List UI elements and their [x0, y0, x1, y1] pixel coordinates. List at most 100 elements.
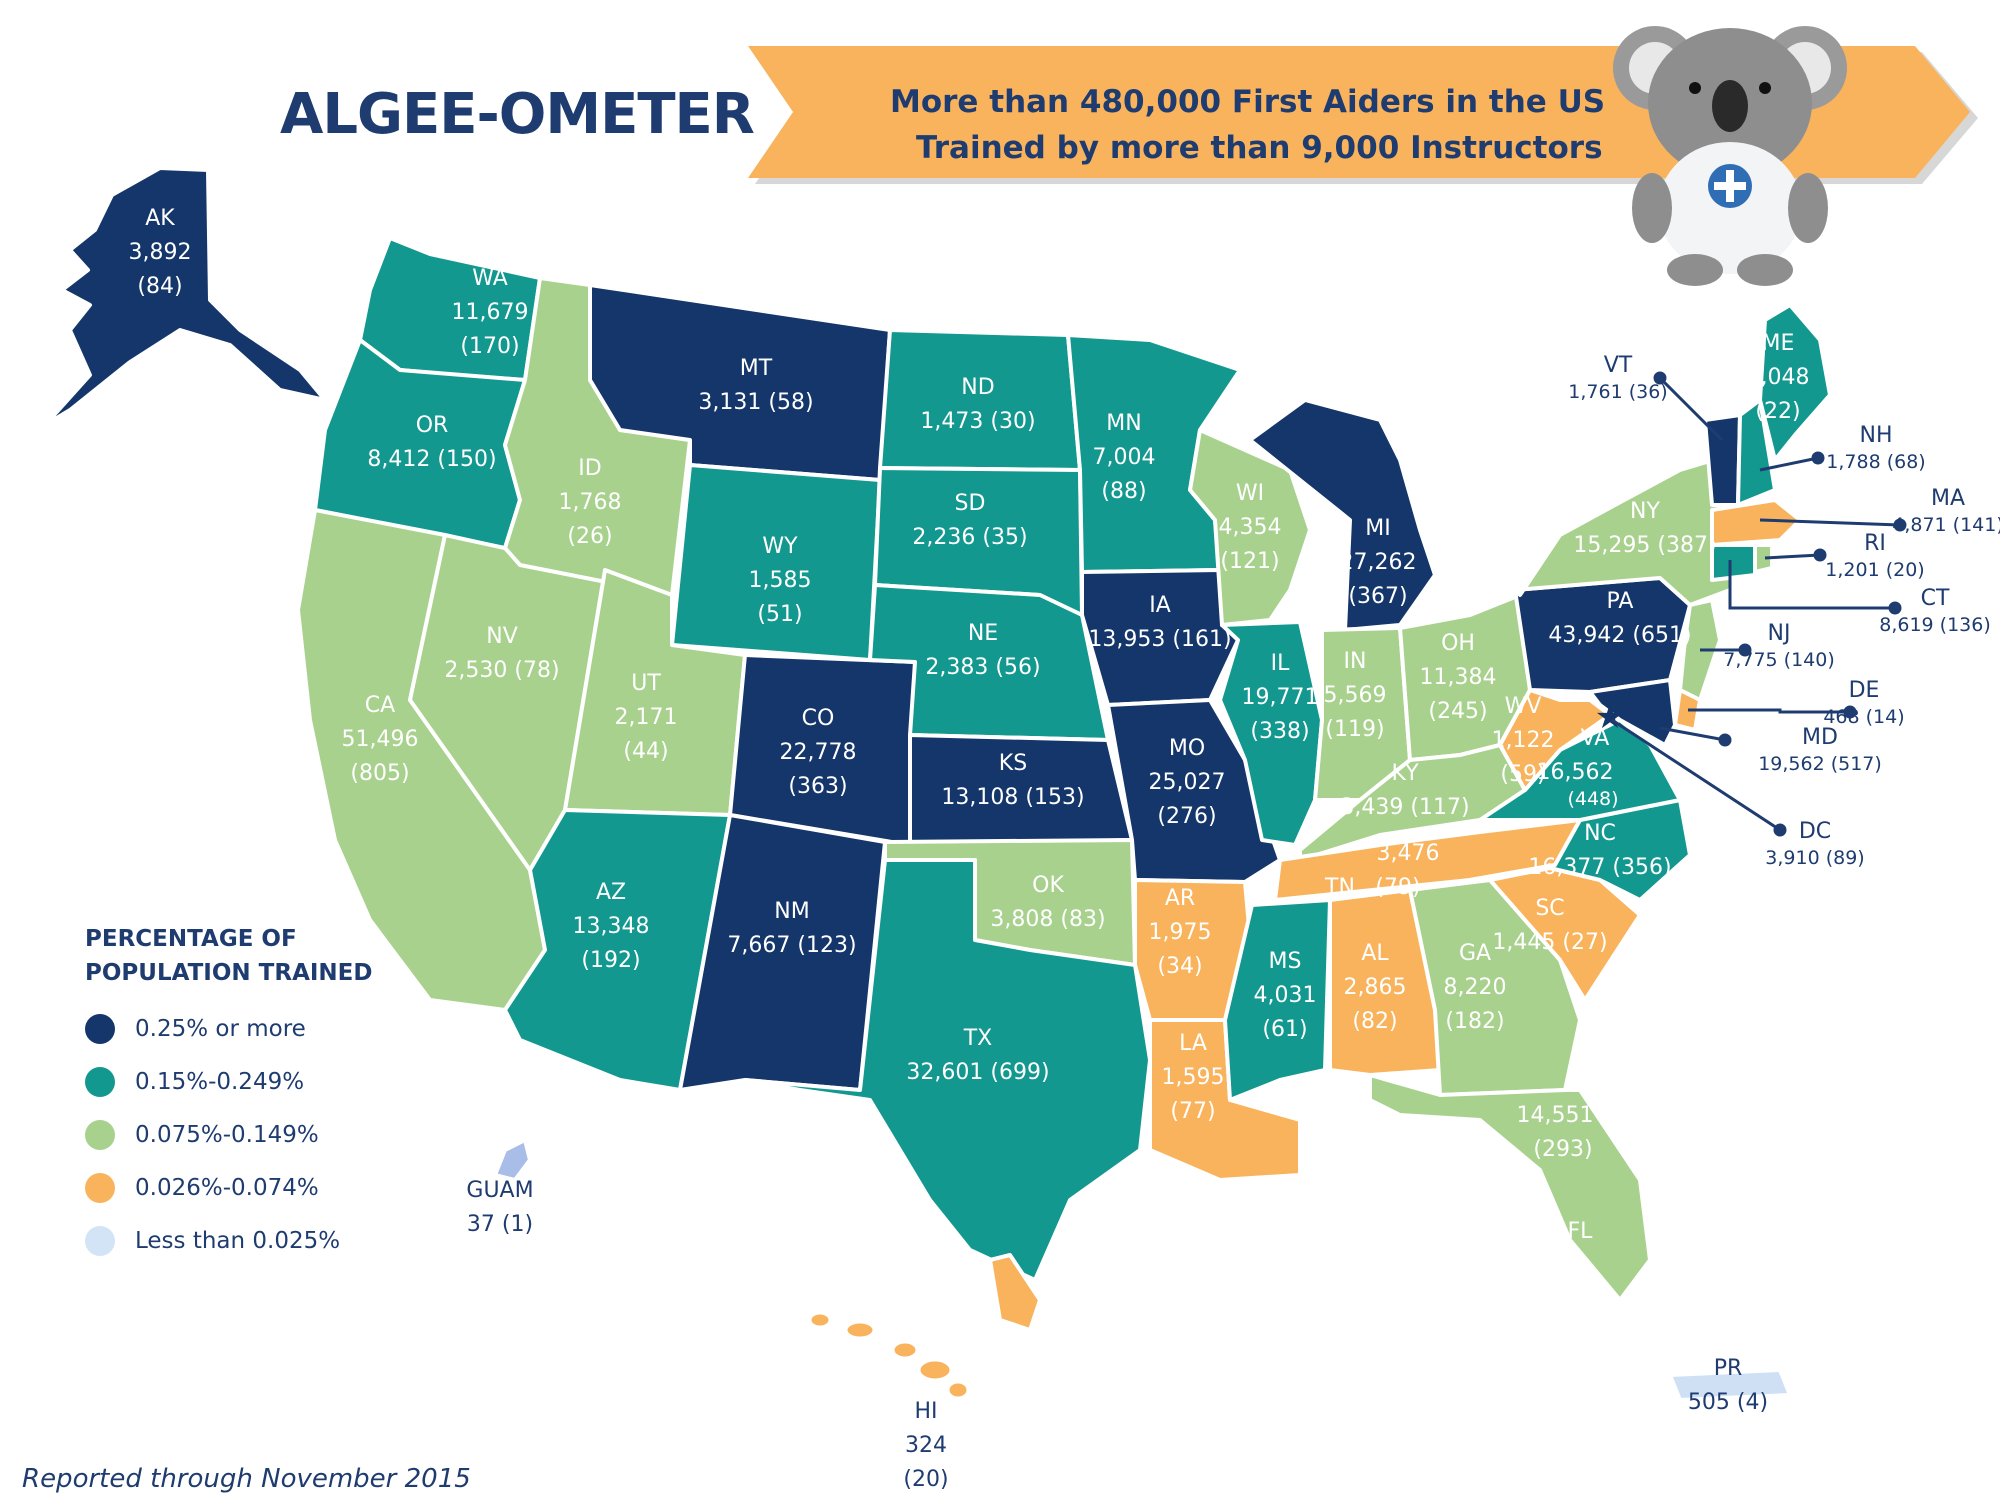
state-label-ma-value: 4,871 (141) [1892, 514, 2000, 536]
state-label-va-value: 16,562 [1537, 760, 1614, 785]
banner-line-1: More than 480,000 First Aiders in the US [890, 84, 1606, 120]
state-ma [1710, 498, 1802, 547]
state-label-nd-value: 1,473 (30) [920, 409, 1035, 434]
state-label-ks-abbr: KS [999, 751, 1027, 776]
state-me [1758, 303, 1832, 462]
state-label-nh-abbr: NH [1860, 423, 1893, 448]
state-label-in-abbr: IN [1344, 649, 1367, 674]
state-label-co-value: 22,778 [780, 740, 857, 765]
legend-item: Less than 0.025% [85, 1214, 385, 1267]
leader-line-ma [1759, 518, 1901, 527]
state-label-ut-value: 2,171 [615, 705, 678, 730]
state-label-guam-abbr: GUAM [466, 1178, 533, 1203]
hi-island [844, 1320, 876, 1340]
state-label-wa-instructors: (170) [460, 334, 519, 359]
state-label-ky-value: 3,439 (117) [1340, 795, 1469, 820]
legend-item: 0.026%-0.074% [85, 1161, 385, 1214]
legend-label: 0.026%-0.074% [135, 1174, 319, 1201]
state-label-or-abbr: OR [416, 413, 449, 438]
state-label-ca-instructors: (805) [350, 761, 409, 786]
state-label-mo-abbr: MO [1169, 736, 1205, 761]
state-label-ri-value: 1,201 (20) [1825, 559, 1924, 581]
state-label-nm-value: 7,667 (123) [727, 933, 856, 958]
state-label-wy-instructors: (51) [757, 602, 802, 627]
state-label-mn-value: 7,004 [1093, 445, 1156, 470]
state-wi [1188, 428, 1312, 627]
state-label-id-abbr: ID [578, 456, 601, 481]
state-label-vt-value: 1,761 (36) [1568, 381, 1667, 403]
state-label-me-instructors: (22) [1755, 399, 1800, 424]
state-nh [1736, 398, 1777, 507]
state-label-ms-instructors: (61) [1262, 1017, 1307, 1042]
state-label-in-value: 5,569 [1324, 683, 1387, 708]
state-label-sd-abbr: SD [955, 491, 986, 516]
state-label-az-abbr: AZ [596, 880, 626, 905]
legend-item: 0.25% or more [85, 1002, 385, 1055]
state-label-ms-value: 4,031 [1254, 983, 1317, 1008]
state-label-ia-value: 13,953 (161) [1088, 627, 1231, 652]
state-label-ga-instructors: (182) [1445, 1009, 1504, 1034]
state-label-nv-abbr: NV [486, 624, 518, 649]
state-label-ut-abbr: UT [631, 671, 661, 696]
state-ri [1753, 543, 1774, 574]
state-label-ga-abbr: GA [1459, 941, 1491, 966]
state-label-mt-value: 3,131 (58) [698, 390, 813, 415]
state-label-id-value: 1,768 [559, 490, 622, 515]
state-label-me-abbr: ME [1762, 331, 1795, 356]
state-label-oh-value: 11,384 [1420, 665, 1497, 690]
state-label-ar-instructors: (34) [1157, 954, 1202, 979]
state-label-az-instructors: (192) [581, 948, 640, 973]
legend-label: 0.15%-0.249% [135, 1068, 305, 1095]
state-label-ct-abbr: CT [1921, 586, 1950, 611]
state-label-ak-instructors: (84) [137, 274, 182, 299]
state-wy [670, 463, 882, 662]
state-label-co-instructors: (363) [788, 774, 847, 799]
state-label-nh-value: 1,788 (68) [1826, 451, 1925, 473]
state-label-wi-abbr: WI [1236, 481, 1264, 506]
state-label-mi-instructors: (367) [1348, 584, 1407, 609]
state-label-al-value: 2,865 [1344, 975, 1407, 1000]
state-label-ri-abbr: RI [1864, 531, 1886, 556]
leader-line-md [1659, 726, 1726, 742]
banner-line-2: Trained by more than 9,000 Instructors [916, 130, 1603, 166]
state-label-wy-abbr: WY [762, 534, 798, 559]
state-label-nc-abbr: NC [1584, 821, 1616, 846]
state-nc [1468, 798, 1692, 902]
state-label-mt-abbr: MT [740, 356, 773, 381]
state-label-ne-value: 2,383 (56) [925, 655, 1040, 680]
state-label-mi-abbr: MI [1365, 516, 1390, 541]
state-label-hi-value: 324 [905, 1433, 947, 1458]
state-mo [1106, 698, 1282, 884]
territory-pr [1668, 1368, 1792, 1402]
state-label-nj-value: 7,775 (140) [1723, 649, 1835, 671]
leader-line-dc [1611, 718, 1781, 832]
page-title: ALGEE-OMETER [280, 82, 755, 147]
state-label-ny-value: 15,295 (387) [1573, 533, 1716, 558]
state-label-de-abbr: DE [1849, 678, 1880, 703]
state-label-fl-instructors: (293) [1533, 1137, 1592, 1162]
state-fl [1368, 1073, 1652, 1302]
state-label-mo-value: 25,027 [1149, 770, 1226, 795]
state-label-il-abbr: IL [1271, 651, 1290, 676]
state-label-nc-value: 16,377 (356) [1528, 855, 1671, 880]
state-label-nd-abbr: ND [961, 375, 994, 400]
state-label-il-instructors: (338) [1250, 719, 1309, 744]
state-label-wi-instructors: (121) [1220, 549, 1279, 574]
state-label-de-value: 468 (14) [1823, 706, 1904, 728]
legend-swatch [85, 1119, 115, 1150]
state-label-tn-abbr: TN [1324, 875, 1355, 900]
state-label-ak-value: 3,892 [129, 240, 192, 265]
state-label-sc-value: 1,445 (27) [1492, 930, 1607, 955]
legend-label: 0.075%-0.149% [135, 1121, 319, 1148]
state-label-id-instructors: (26) [567, 524, 612, 549]
footnote: Reported through November 2015 [22, 1464, 471, 1494]
state-label-ks-value: 13,108 (153) [941, 785, 1084, 810]
state-label-va-instructors: (448) [1567, 788, 1618, 810]
legend-item: 0.15%-0.249% [85, 1055, 385, 1108]
leader-line-vt [1658, 376, 1724, 442]
state-mi [1248, 398, 1437, 632]
state-label-pr-value: 505 (4) [1688, 1390, 1768, 1415]
state-label-ak-abbr: AK [145, 206, 175, 231]
state-de [1673, 688, 1702, 732]
